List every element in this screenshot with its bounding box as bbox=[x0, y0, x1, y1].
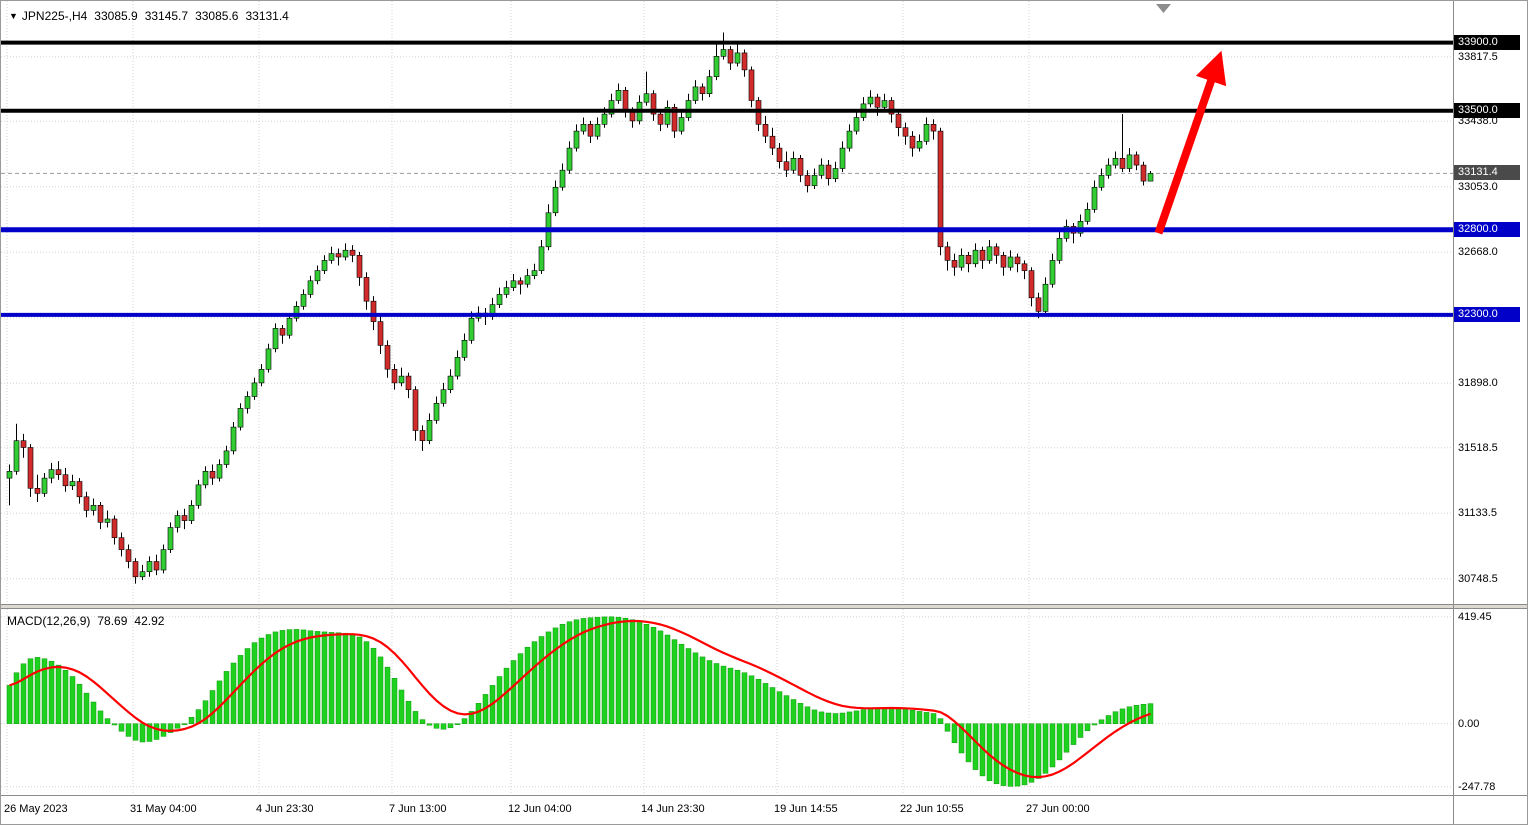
quote-high: 33145.7 bbox=[144, 9, 189, 23]
price-grid-label: 31898.0 bbox=[1458, 377, 1498, 389]
time-label: 22 Jun 10:55 bbox=[900, 803, 964, 815]
time-label: 19 Jun 14:55 bbox=[774, 803, 838, 815]
macd-scale-label: 419.45 bbox=[1458, 611, 1492, 623]
hline-price-tag: 32800.0 bbox=[1454, 222, 1520, 237]
quote-open: 33085.9 bbox=[94, 9, 138, 23]
price-grid-label: 33438.0 bbox=[1458, 115, 1498, 127]
quote-close: 33131.4 bbox=[245, 9, 289, 23]
time-label: 26 May 2023 bbox=[4, 803, 68, 815]
macd-plot[interactable] bbox=[1, 609, 1453, 795]
time-axis[interactable]: 26 May 2023 31 May 04:00 4 Jun 23:30 7 Jun … bbox=[1, 795, 1453, 824]
hline-price-tag: 33500.0 bbox=[1454, 103, 1520, 118]
quote-low: 33085.6 bbox=[195, 9, 239, 23]
macd-scale-label: 0.00 bbox=[1458, 718, 1480, 730]
macd-scale-label: -247.78 bbox=[1458, 781, 1496, 793]
time-label: 14 Jun 23:30 bbox=[641, 803, 705, 815]
time-label: 12 Jun 04:00 bbox=[508, 803, 572, 815]
chart-column: ▼ JPN225-,H4 33085.9 33145.7 33085.6 33131.4 … bbox=[1, 1, 1453, 824]
macd-panel[interactable]: MACD(12,26,9) 78.69 42.92 bbox=[1, 609, 1453, 795]
quote-line: ▼ JPN225-,H4 33085.9 33145.7 33085.6 33131.4 bbox=[9, 9, 289, 23]
price-grid-label: 33817.5 bbox=[1458, 51, 1498, 63]
current-price-tag: 33131.4 bbox=[1454, 165, 1520, 180]
hline-price-tag: 32300.0 bbox=[1454, 307, 1520, 322]
axis-divider bbox=[1454, 604, 1527, 609]
macd-axis[interactable]: 419.45 0.00 -247.78 bbox=[1454, 609, 1527, 795]
panel-divider[interactable] bbox=[1, 604, 1453, 609]
price-axis[interactable]: 33817.533438.033053.032668.032283.031898… bbox=[1454, 1, 1527, 604]
quote-marker-icon: ▼ bbox=[9, 11, 18, 21]
price-grid-label: 33053.0 bbox=[1458, 181, 1498, 193]
time-label: 7 Jun 13:00 bbox=[389, 803, 447, 815]
macd-signal-value: 42.92 bbox=[134, 614, 165, 628]
price-grid-label: 31518.5 bbox=[1458, 442, 1498, 454]
time-label: 4 Jun 23:30 bbox=[256, 803, 314, 815]
price-grid-label: 30748.5 bbox=[1458, 573, 1498, 585]
time-label: 31 May 04:00 bbox=[130, 803, 197, 815]
macd-main-value: 78.69 bbox=[97, 614, 128, 628]
axis-corner bbox=[1454, 795, 1527, 824]
symbol-timeframe-label: JPN225-,H4 bbox=[21, 9, 88, 23]
hline-price-tag: 33900.0 bbox=[1454, 35, 1520, 50]
macd-title: MACD(12,26,9) bbox=[7, 614, 91, 628]
price-grid-label: 31133.5 bbox=[1458, 507, 1497, 519]
axis-column: 33817.533438.033053.032668.032283.031898… bbox=[1453, 1, 1527, 824]
candlestick-plot[interactable] bbox=[1, 1, 1453, 604]
main-chart[interactable]: ▼ JPN225-,H4 33085.9 33145.7 33085.6 33131.4 bbox=[1, 1, 1453, 604]
macd-indicator-label: MACD(12,26,9) 78.69 42.92 bbox=[7, 614, 164, 628]
price-grid-label: 32668.0 bbox=[1458, 246, 1498, 258]
time-label: 27 Jun 00:00 bbox=[1026, 803, 1090, 815]
